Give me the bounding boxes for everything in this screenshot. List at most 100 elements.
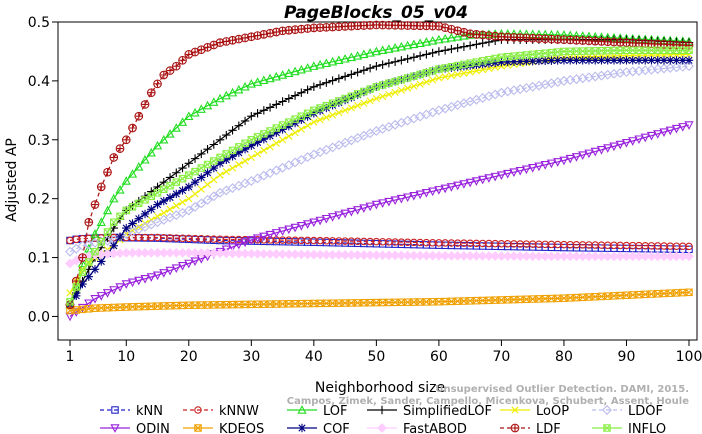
data-point <box>396 41 407 51</box>
marker-part <box>310 106 318 114</box>
marker-part <box>535 295 543 303</box>
marker-part <box>116 212 124 221</box>
data-point <box>102 205 113 215</box>
marker-part <box>146 88 156 98</box>
marker-part <box>448 25 455 33</box>
data-point <box>365 250 376 261</box>
data-point <box>385 90 393 99</box>
marker-part <box>115 144 125 153</box>
marker-part <box>685 288 693 296</box>
data-point <box>485 64 493 73</box>
data-point <box>603 144 613 153</box>
x-tick-label: 90 <box>618 349 636 365</box>
data-point <box>241 157 249 165</box>
marker-part <box>391 77 399 86</box>
data-point <box>202 248 213 259</box>
data-point <box>408 250 419 261</box>
data-point <box>415 190 425 200</box>
data-point <box>310 106 318 115</box>
series-LOF <box>65 28 694 309</box>
marker-part <box>497 53 506 61</box>
data-point <box>622 56 631 65</box>
data-point <box>402 250 413 261</box>
marker-part <box>329 299 337 307</box>
marker-part <box>685 46 693 54</box>
marker-part <box>210 301 218 309</box>
legend-label: SimplifiedLOF <box>403 404 492 419</box>
marker-part <box>247 300 255 308</box>
marker-part <box>591 293 599 301</box>
data-point <box>371 250 382 261</box>
data-point <box>152 140 163 150</box>
marker-part <box>240 33 250 43</box>
marker-part <box>422 298 430 306</box>
data-point <box>665 126 675 136</box>
data-point <box>222 167 230 176</box>
data-point <box>446 183 457 192</box>
data-point <box>196 198 207 209</box>
marker-part <box>259 30 269 39</box>
marker-part <box>647 46 656 54</box>
data-point <box>97 257 106 266</box>
data-point <box>252 77 263 86</box>
marker-part <box>297 300 305 308</box>
marker-part <box>435 65 443 73</box>
data-point <box>221 248 232 259</box>
marker-part <box>316 104 324 112</box>
data-point <box>185 195 193 203</box>
data-point <box>291 129 299 137</box>
marker-part <box>485 56 493 64</box>
data-point <box>278 97 287 106</box>
marker-part <box>191 48 199 56</box>
data-point <box>203 180 212 189</box>
marker-part <box>610 46 618 55</box>
data-point <box>165 129 175 138</box>
data-point <box>247 112 256 121</box>
marker-part <box>260 130 268 138</box>
data-point <box>322 113 330 121</box>
data-point <box>447 63 456 72</box>
marker-part <box>210 41 218 49</box>
marker-part <box>197 164 205 172</box>
data-point <box>434 21 444 31</box>
legend-marker <box>377 423 387 433</box>
data-point <box>509 57 519 66</box>
marker-part <box>485 296 493 304</box>
marker-part <box>160 185 168 193</box>
legend-label: LOF <box>323 404 348 419</box>
data-point <box>260 146 268 154</box>
data-point <box>409 53 419 62</box>
legend-marker <box>110 424 120 433</box>
marker-part <box>335 97 343 105</box>
marker-part <box>603 424 611 432</box>
marker-part <box>604 292 612 300</box>
marker-part <box>71 276 81 286</box>
data-point <box>253 150 262 158</box>
marker-part <box>672 46 681 54</box>
data-point <box>390 250 401 261</box>
legend-item-LDOF: LDOF <box>592 404 663 419</box>
data-point <box>465 178 475 188</box>
marker-part <box>372 83 380 91</box>
data-point <box>478 296 487 305</box>
data-point <box>159 196 168 206</box>
data-point <box>134 214 143 223</box>
marker-part <box>103 304 112 312</box>
marker-part <box>265 28 275 38</box>
marker-part <box>679 46 687 54</box>
legend-label: INFLO <box>628 422 666 434</box>
data-point <box>65 258 75 269</box>
data-point <box>215 248 225 259</box>
marker-part <box>84 217 94 227</box>
data-point <box>328 76 337 85</box>
data-point <box>409 191 419 201</box>
data-point <box>222 130 231 140</box>
data-point <box>553 158 563 167</box>
legend-item-LDF: LDF <box>500 422 561 434</box>
data-point <box>102 289 113 298</box>
data-point <box>397 86 405 94</box>
marker-part <box>641 290 649 298</box>
data-point <box>421 189 432 198</box>
data-point <box>421 250 432 261</box>
